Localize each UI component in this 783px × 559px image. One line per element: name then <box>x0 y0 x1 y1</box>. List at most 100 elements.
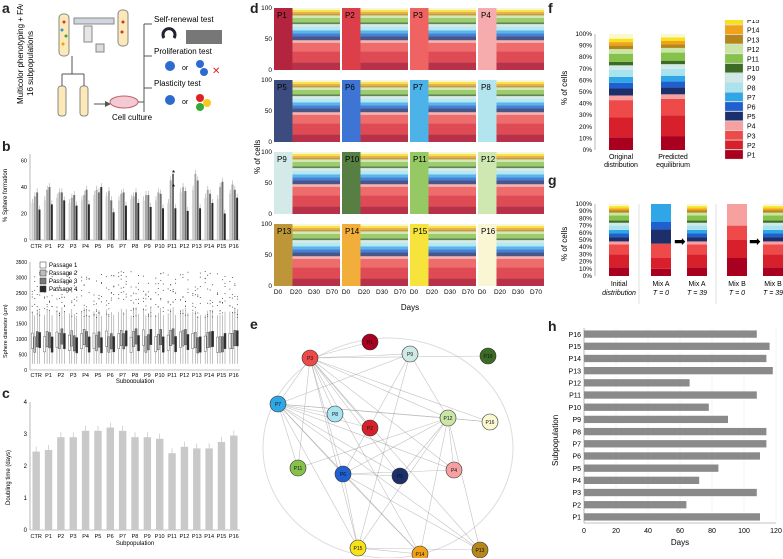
x-tick-label: P11 <box>167 534 176 540</box>
outlier-point <box>155 277 157 279</box>
equilibrium-band <box>292 40 340 43</box>
outlier-point <box>207 274 209 276</box>
outlier-point <box>100 296 102 298</box>
network-edge <box>342 473 421 555</box>
initial-distribution-segment <box>609 220 629 223</box>
y-tick-label: 0 <box>24 238 27 244</box>
x-tick-label: D70 <box>326 289 338 296</box>
outlier-point <box>162 310 164 312</box>
sphere-bar <box>179 192 182 240</box>
bar-sublabel: distribution <box>602 290 636 297</box>
mix-a-t39-segment <box>687 267 707 276</box>
outlier-point <box>209 310 211 312</box>
outlier-point <box>187 271 189 273</box>
network-edge <box>309 357 481 551</box>
initial-distribution-segment <box>609 237 629 242</box>
equilibrium-band <box>292 224 340 226</box>
sphere-bar <box>159 193 162 240</box>
outlier-point <box>98 313 100 315</box>
outlier-point <box>199 272 201 274</box>
equilibrium-time-bar <box>584 501 687 509</box>
outlier-point <box>61 294 63 296</box>
network-edge <box>277 403 455 471</box>
outlier-point <box>123 291 125 293</box>
equilibrium-time-bar <box>584 367 773 375</box>
outlier-point <box>204 270 206 272</box>
mix-a-t39-segment <box>687 206 707 209</box>
equilibrium-band <box>360 15 408 18</box>
dominant-initial-band <box>342 80 361 142</box>
outlier-point <box>192 305 194 307</box>
legend-label: P11 <box>747 57 759 64</box>
x-tick-label: D0 <box>342 289 351 296</box>
network-node-label: P4 <box>451 468 457 474</box>
box <box>194 332 197 348</box>
box <box>117 333 120 349</box>
network-node-p12 <box>439 409 457 427</box>
outlier-point <box>130 271 132 273</box>
outlier-point <box>118 284 120 286</box>
sphere-bar <box>219 187 222 240</box>
equilibrium-band <box>428 152 476 154</box>
equilibrium-band <box>360 184 408 187</box>
box <box>63 333 66 350</box>
legend-swatch <box>724 53 744 64</box>
outlier-point <box>162 307 164 309</box>
y-tick-label: P7 <box>572 441 581 448</box>
legend-label: P12 <box>747 47 760 54</box>
stream-panel-p11: P11 <box>410 152 476 214</box>
panel-a-schematic: Multicolor phenotyping + FACS 16 subpopu… <box>16 4 222 122</box>
legend-label: P4 <box>747 124 756 131</box>
panel-title: P7 <box>413 83 423 92</box>
network-edge <box>342 353 411 475</box>
outlier-point <box>231 276 233 278</box>
original-distribution-segment <box>609 34 633 39</box>
equilibrium-band <box>496 231 544 234</box>
equilibrium-band <box>292 98 340 103</box>
sphere-bar <box>100 187 103 240</box>
outlier-point <box>63 296 65 298</box>
outlier-point <box>51 276 53 278</box>
significance-asterisk: * <box>172 169 175 178</box>
original-distribution-segment <box>609 117 633 138</box>
test-self-renewal: Self-renewal test <box>154 15 214 24</box>
dominant-initial-band <box>410 8 429 70</box>
x-tick-label: P10 <box>155 534 165 540</box>
equilibrium-band <box>496 206 544 214</box>
outlier-point <box>98 294 100 296</box>
y-tick-label: 100% <box>575 31 592 38</box>
equilibrium-band <box>496 184 544 187</box>
equilibrium-band <box>428 170 476 175</box>
original-distribution-segment <box>609 69 633 77</box>
outlier-point <box>100 282 102 284</box>
equilibrium-band <box>496 11 544 14</box>
equilibrium-band <box>292 42 340 52</box>
outlier-point <box>110 292 112 294</box>
outlier-point <box>204 277 206 279</box>
equilibrium-band <box>360 153 408 156</box>
y-tick-label: 90% <box>579 208 592 215</box>
outlier-point <box>212 305 214 307</box>
panel-title: P2 <box>345 11 355 20</box>
x-tick-label: P2 <box>58 534 65 540</box>
box <box>184 329 187 346</box>
x-tick-label: D30 <box>512 289 524 296</box>
xlabel: Subpopulation <box>116 541 154 547</box>
outlier-point <box>175 278 177 280</box>
equilibrium-band <box>292 242 340 247</box>
stream-panel-p3: P3 <box>410 8 476 70</box>
outlier-point <box>130 299 132 301</box>
panel-label-b: b <box>2 138 11 154</box>
y-tick-label: P14 <box>569 356 582 363</box>
outlier-point <box>229 288 231 290</box>
sphere-bar <box>31 202 34 240</box>
outlier-point <box>36 285 38 287</box>
equilibrium-band <box>292 102 340 106</box>
outlier-point <box>157 294 159 296</box>
sphere-bar <box>236 197 239 240</box>
y-tick-label: 2000 <box>16 306 27 312</box>
equilibrium-band <box>292 13 340 16</box>
outlier-point <box>209 273 211 275</box>
sphere-bar <box>216 198 219 240</box>
equilibrium-band <box>428 9 476 12</box>
